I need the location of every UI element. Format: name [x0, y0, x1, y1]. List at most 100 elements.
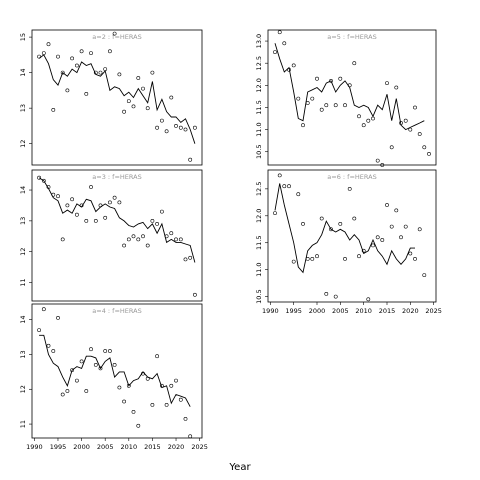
y-tick-label: 12.5 — [255, 56, 263, 70]
observed-point — [371, 116, 375, 121]
observed-point — [41, 178, 46, 183]
observed-point — [324, 291, 329, 296]
observed-point — [183, 416, 188, 421]
observed-point — [183, 127, 188, 132]
y-tick-label: 12 — [19, 385, 27, 393]
observed-point — [338, 76, 343, 81]
observed-point — [403, 224, 408, 229]
observed-point — [70, 368, 75, 373]
x-tick-label: 1995 — [285, 307, 302, 315]
observed-point — [333, 294, 338, 299]
observed-point — [310, 96, 315, 101]
observed-point — [98, 366, 103, 371]
observed-point — [174, 124, 178, 128]
y-tick-label: 11 — [19, 278, 27, 286]
observed-point — [169, 383, 174, 388]
observed-point — [399, 235, 403, 240]
y-tick-label: 12.5 — [255, 182, 263, 196]
observed-point — [131, 234, 136, 239]
observed-point — [291, 259, 296, 264]
observed-point — [112, 31, 117, 36]
observed-point — [169, 95, 174, 100]
x-tick-label: 1990 — [262, 307, 279, 315]
observed-point — [89, 347, 93, 352]
observed-point — [79, 49, 84, 54]
observed-point — [361, 123, 366, 128]
observed-point — [41, 51, 46, 56]
observed-point — [84, 218, 89, 223]
y-tick-label: 13.0 — [255, 34, 263, 48]
observed-point — [41, 307, 46, 312]
observed-point — [145, 243, 150, 248]
observed-point — [155, 221, 160, 226]
observed-point — [188, 157, 193, 162]
observed-point — [375, 158, 380, 163]
observed-point — [188, 434, 193, 439]
observed-point — [150, 402, 155, 407]
observed-point — [385, 203, 389, 207]
observed-point — [117, 200, 122, 205]
observed-point — [338, 221, 343, 226]
observed-point — [296, 96, 301, 101]
panel-strip-label: a=5 : f=HERAS — [327, 33, 376, 41]
observed-point — [343, 256, 347, 261]
observed-point — [164, 129, 169, 134]
observed-point — [93, 218, 98, 223]
observed-point — [117, 385, 122, 390]
x-tick-label: 2005 — [97, 443, 114, 451]
observed-point — [89, 185, 93, 189]
observed-point — [408, 127, 413, 132]
observed-point — [103, 215, 108, 220]
y-tick-label: 11.0 — [255, 122, 263, 136]
observed-point — [56, 54, 60, 59]
observed-point — [305, 101, 310, 105]
observed-point — [319, 216, 324, 221]
panel-strip-label: a=2 : f=HERAS — [92, 33, 141, 41]
observed-point — [371, 243, 375, 248]
observed-point — [98, 70, 103, 75]
observed-point — [150, 70, 155, 75]
observed-point — [380, 238, 385, 242]
y-tick-label: 11.5 — [255, 100, 263, 114]
observed-point — [366, 297, 371, 302]
observed-point — [75, 378, 79, 383]
observed-point — [277, 30, 282, 35]
observed-point — [112, 195, 117, 200]
y-tick-label: 15 — [19, 33, 27, 41]
observed-point — [126, 237, 131, 242]
observed-point — [174, 237, 178, 242]
observed-point — [145, 106, 150, 111]
observed-point — [273, 211, 277, 216]
x-tick-label: 2015 — [379, 307, 396, 315]
observed-point — [422, 273, 427, 278]
observed-point — [357, 114, 361, 119]
observed-point — [126, 383, 131, 388]
observed-point — [70, 197, 75, 202]
observed-point — [413, 105, 417, 110]
observed-point — [301, 123, 305, 128]
observed-point — [155, 354, 160, 359]
observed-point — [60, 70, 65, 75]
panel-4: a=5 : f=HERAS 10.5 11.0 11.5 12.0 12.5 13.0 — [255, 29, 437, 167]
observed-point — [141, 234, 145, 239]
y-tick-label: 13 — [19, 350, 27, 358]
observed-point — [56, 315, 60, 320]
observed-point — [46, 42, 51, 47]
y-tick-label: 12.0 — [255, 78, 263, 92]
observed-point — [315, 254, 319, 259]
x-tick-label: 2025 — [425, 307, 442, 315]
observed-point — [51, 349, 56, 353]
observed-point — [366, 118, 371, 123]
x-tick-label: 2010 — [121, 443, 138, 451]
observed-point — [126, 99, 131, 104]
observed-point — [65, 389, 70, 393]
observed-point — [282, 41, 287, 46]
x-tick-label: 2000 — [309, 307, 326, 315]
observed-point — [174, 378, 178, 383]
y-tick-label: 10.5 — [255, 144, 263, 158]
observed-point — [389, 145, 394, 150]
observed-point — [60, 237, 65, 242]
observed-point — [301, 221, 305, 226]
observed-point — [324, 103, 329, 108]
y-tick-label: 11.5 — [255, 235, 263, 249]
